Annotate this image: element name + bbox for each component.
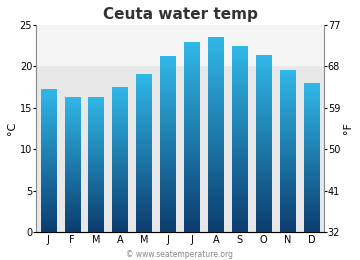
Text: © www.seatemperature.org: © www.seatemperature.org <box>126 250 234 259</box>
Bar <box>36 24 324 66</box>
Y-axis label: °C: °C <box>7 122 17 135</box>
Title: Ceuta water temp: Ceuta water temp <box>103 7 257 22</box>
Y-axis label: °F: °F <box>343 122 353 134</box>
